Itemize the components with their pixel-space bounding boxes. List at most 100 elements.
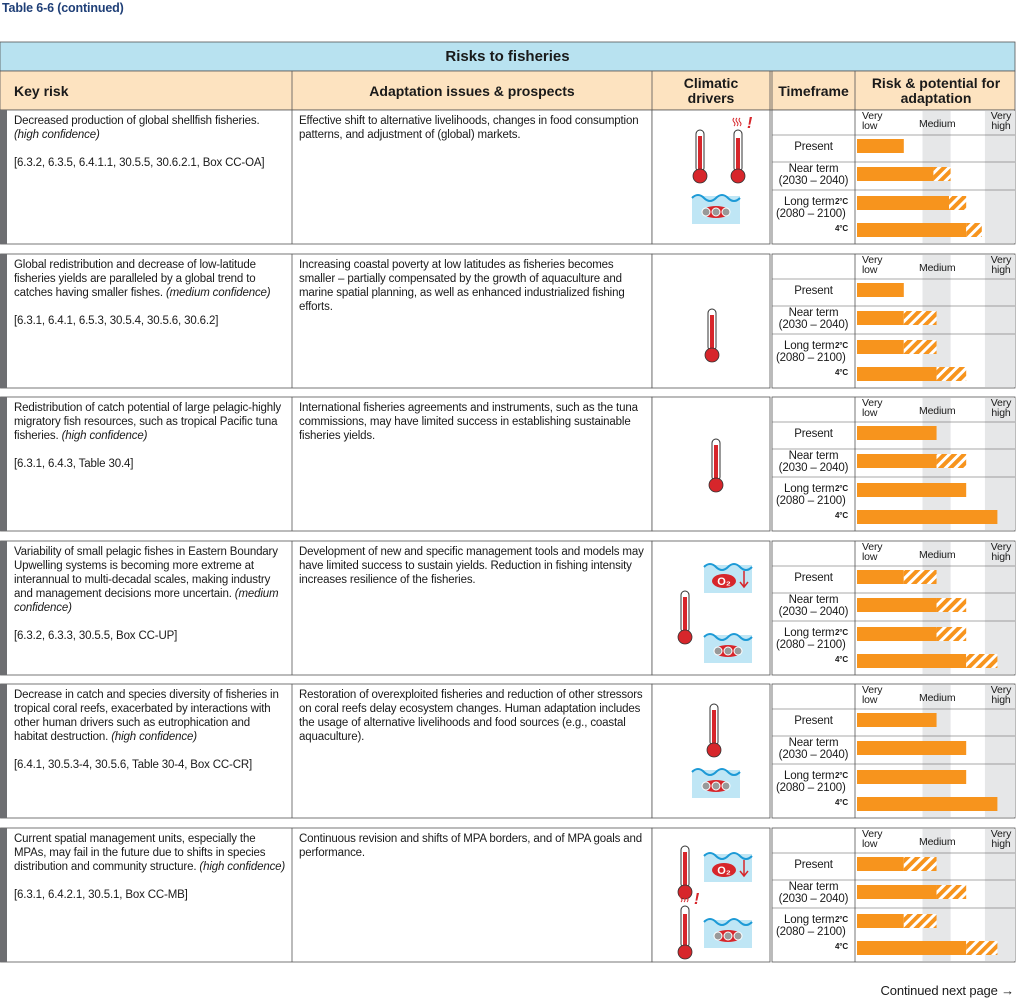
timeframe: Present	[794, 859, 833, 871]
risk-bar	[857, 426, 937, 440]
row-box	[0, 827, 653, 963]
thermometer-icon: !	[677, 891, 700, 960]
timeframe: (2080 – 2100)	[776, 495, 846, 507]
key-risk-text: Redistribution of catch potential of lar…	[14, 402, 281, 442]
key-risk-text: Current spatial management units, especi…	[14, 833, 266, 873]
table-title: Risks to fisheries	[445, 48, 570, 65]
scale-label: Medium	[919, 118, 956, 130]
key-risk-text: Decreased production of global shellfish…	[14, 115, 260, 127]
timeframe: Present	[794, 141, 833, 153]
high-band	[984, 398, 1015, 530]
thermometer-bulb	[677, 629, 693, 645]
adaptation: Restoration of overexploited fisheries a…	[299, 689, 643, 743]
timeframe: 2°C	[835, 341, 848, 350]
timeframe: 4°C	[835, 224, 848, 233]
column-header: Climatic drivers	[683, 75, 739, 106]
adaptation-potential-bar	[936, 885, 967, 899]
risk-bar	[857, 598, 937, 612]
atom	[711, 781, 721, 791]
thermometer-bulb	[730, 168, 746, 184]
timeframe: Near term	[788, 881, 839, 893]
waves	[691, 768, 741, 776]
scale-label: Very low	[862, 828, 883, 850]
footer: Continued next page →	[880, 983, 1015, 998]
risk-bar	[857, 454, 937, 468]
down-arrow	[739, 860, 749, 878]
row-box	[0, 683, 653, 819]
risk-bar	[857, 857, 904, 871]
acidification-icon	[691, 194, 741, 224]
oxygen-icon: O₂	[703, 852, 753, 882]
risk-bar	[857, 797, 998, 811]
column-header: Risk & potential for adaptation	[871, 75, 1001, 106]
adaptation-potential-bar	[903, 570, 937, 584]
atom	[713, 646, 723, 656]
risk-bar	[857, 627, 937, 641]
timeframe: 4°C	[835, 798, 848, 807]
row-box	[0, 396, 653, 532]
scale-label: Very low	[862, 110, 883, 132]
key-risk: Decreased production of global shellfish…	[14, 114, 286, 142]
timeframe: 2°C	[835, 915, 848, 924]
adaptation-potential-bar	[936, 627, 967, 641]
row-edge	[0, 397, 7, 531]
confidence: (high confidence)	[111, 731, 197, 743]
risk-bar	[857, 770, 967, 784]
scale-label: Very low	[862, 397, 883, 419]
confidence: (high confidence)	[61, 430, 148, 442]
row-edge	[0, 684, 7, 818]
adaptation-potential-bar	[936, 598, 967, 612]
atom	[721, 781, 731, 791]
atom	[723, 646, 733, 656]
confidence: (high confidence)	[14, 129, 100, 141]
drivers-box	[651, 396, 771, 532]
atom	[713, 931, 723, 941]
risk-bar	[857, 941, 967, 955]
timeframe: (2080 – 2100)	[776, 208, 846, 220]
timeframe: (2080 – 2100)	[776, 782, 846, 794]
adaptation-potential-bar	[966, 223, 982, 237]
key-risk-text: Global redistribution and decrease of lo…	[14, 259, 256, 299]
timeframe: Long term	[784, 914, 835, 926]
heat-wave	[682, 893, 686, 903]
scale-label: Very low	[862, 684, 883, 706]
timeframe: (2030 – 2040)	[778, 893, 849, 905]
oxygen-blob	[712, 574, 736, 588]
atom	[733, 931, 743, 941]
oxygen-icon: O₂	[703, 563, 753, 593]
thermometer-bulb	[708, 477, 724, 493]
heat-wave	[679, 893, 683, 903]
timeframe: (2030 – 2040)	[778, 606, 849, 618]
waves	[703, 563, 753, 571]
references: [6.3.1, 6.4.3, Table 30.4]	[14, 458, 134, 470]
timeframe: (2080 – 2100)	[776, 639, 846, 651]
timeframe: Present	[794, 572, 833, 584]
timeframe: (2030 – 2040)	[778, 175, 849, 187]
timeframe: Near term	[788, 594, 839, 606]
references: [6.3.1, 6.4.1, 6.5.3, 30.5.4, 30.5.6, 30…	[14, 315, 219, 327]
risk-bar	[857, 483, 967, 497]
scale-label: Very low	[862, 254, 883, 276]
timeframe: Near term	[788, 450, 839, 462]
timeframe: Long term	[784, 627, 835, 639]
high-band	[984, 542, 1015, 674]
key-risk: Redistribution of catch potential of lar…	[14, 401, 286, 443]
atom	[733, 646, 743, 656]
risk-bar	[857, 510, 998, 524]
risk-bar	[857, 196, 950, 210]
scale-label: Medium	[919, 692, 956, 704]
thermometer-bulb	[704, 347, 720, 363]
thermometer-icon	[677, 590, 693, 645]
scale-label: Medium	[919, 405, 956, 417]
thermometer-level	[710, 315, 714, 353]
adaptation: Increasing coastal poverty at low latitu…	[299, 259, 625, 313]
risk-bar	[857, 223, 967, 237]
key-risk-text: Decrease in catch and species diversity …	[14, 689, 279, 743]
thermometer-icon	[692, 129, 708, 184]
scale-label: Very high	[990, 397, 1012, 419]
timeframe: 4°C	[835, 655, 848, 664]
thermometer-icon	[704, 308, 720, 363]
adaptation-potential-bar	[903, 311, 937, 325]
risk-bar	[857, 570, 904, 584]
